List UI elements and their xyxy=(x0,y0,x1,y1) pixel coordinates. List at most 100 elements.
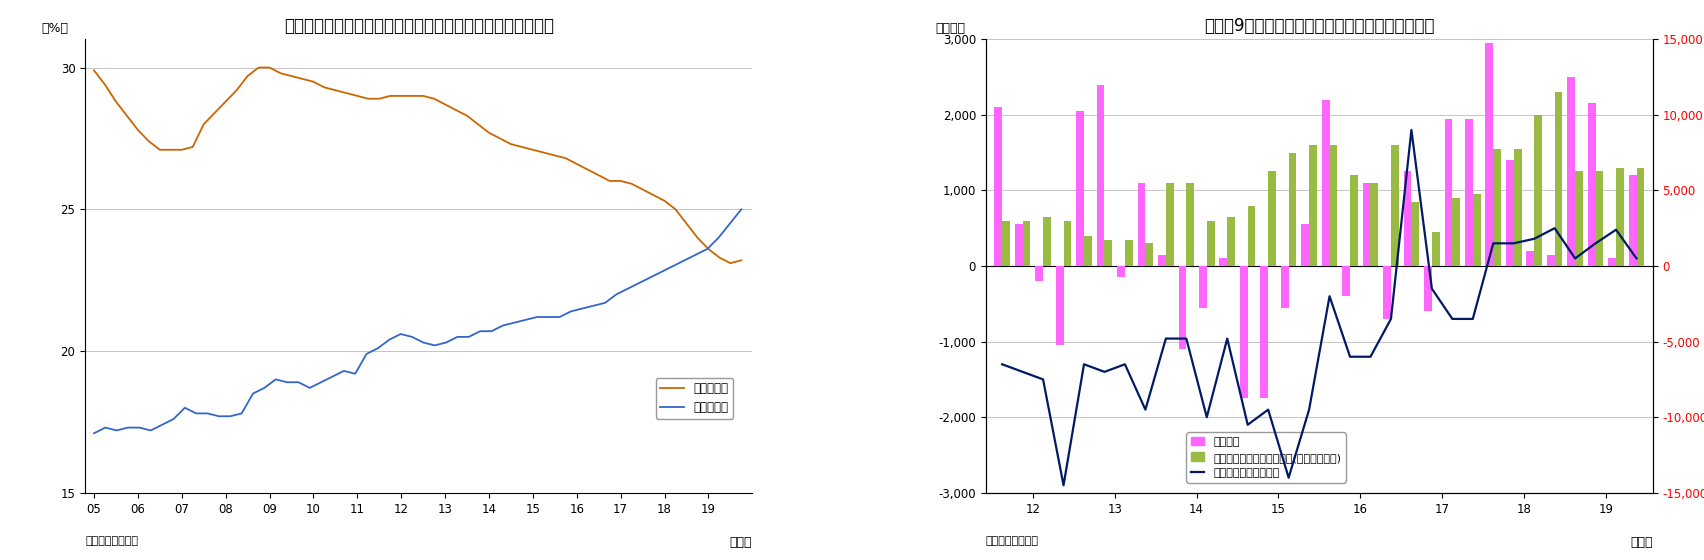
定期性預金 xyxy=(314,84,334,91)
Bar xyxy=(995,107,1002,266)
Text: （%）: （%） xyxy=(43,22,68,35)
Title: （図表9）外貨預金・確定拠出年金・国債のフロー: （図表9）外貨預金・確定拠出年金・国債のフロー xyxy=(1205,17,1435,35)
流動性預金 xyxy=(515,316,535,323)
定期性預金 xyxy=(303,78,324,85)
国債・財投債（右軸） xyxy=(1605,226,1626,233)
Line: 流動性預金: 流動性預金 xyxy=(94,209,741,433)
Bar xyxy=(1615,167,1624,266)
Bar xyxy=(1322,100,1329,266)
Bar xyxy=(1609,258,1615,266)
Bar xyxy=(1138,183,1145,266)
Bar xyxy=(1056,266,1063,346)
Bar xyxy=(1425,266,1431,311)
国債・財投債（右軸） xyxy=(1339,353,1360,360)
Bar xyxy=(1036,266,1043,281)
国債・財投債（右軸） xyxy=(1564,255,1585,262)
Bar xyxy=(1220,258,1227,266)
Bar xyxy=(1506,160,1513,266)
定期性預金 xyxy=(249,64,269,71)
Bar xyxy=(1261,266,1268,398)
Bar xyxy=(1350,175,1358,266)
Bar xyxy=(1411,202,1419,266)
国債・財投債（右軸） xyxy=(1544,225,1564,231)
Bar xyxy=(1404,171,1411,266)
定期性預金 xyxy=(259,64,279,71)
定期性預金 xyxy=(194,121,215,128)
Bar xyxy=(1547,255,1554,266)
流動性預金 xyxy=(709,234,729,241)
Line: 定期性預金: 定期性預金 xyxy=(94,68,741,263)
国債・財投債（右軸） xyxy=(1442,315,1462,322)
Bar xyxy=(1043,217,1051,266)
Bar xyxy=(1329,145,1338,266)
Bar xyxy=(1390,145,1399,266)
Bar xyxy=(1159,255,1166,266)
Bar xyxy=(1268,171,1276,266)
Bar xyxy=(1636,167,1644,266)
Text: （年）: （年） xyxy=(729,536,751,549)
Bar xyxy=(1343,266,1350,296)
Legend: 定期性預金, 流動性預金: 定期性預金, 流動性預金 xyxy=(656,377,733,419)
Bar xyxy=(1186,183,1195,266)
Bar xyxy=(1431,232,1440,266)
国債・財投債（右軸） xyxy=(1196,414,1217,421)
Bar xyxy=(1016,225,1022,266)
国債・財投債（右軸） xyxy=(1523,235,1544,242)
Bar xyxy=(1241,266,1247,398)
Bar xyxy=(1288,152,1297,266)
Bar xyxy=(1568,77,1574,266)
国債・財投債（右軸） xyxy=(1217,335,1237,342)
Bar xyxy=(1629,175,1636,266)
定期性預金 xyxy=(731,257,751,264)
Bar xyxy=(1247,206,1256,266)
Bar xyxy=(1445,119,1452,266)
Bar xyxy=(1574,171,1583,266)
Bar xyxy=(1104,240,1113,266)
Line: 国債・財投債（右軸）: 国債・財投債（右軸） xyxy=(1002,130,1636,485)
国債・財投債（右軸） xyxy=(992,361,1012,367)
流動性預金 xyxy=(232,410,252,417)
Bar xyxy=(1384,266,1390,319)
国債・財投債（右軸） xyxy=(1135,407,1155,413)
国債・財投債（右軸） xyxy=(1380,315,1401,322)
Bar xyxy=(1206,221,1215,266)
国債・財投債（右軸） xyxy=(1421,285,1442,292)
Bar xyxy=(1363,183,1370,266)
国債・財投債（右軸） xyxy=(1401,127,1421,133)
Bar xyxy=(1179,266,1186,349)
Bar xyxy=(1002,221,1010,266)
国債・財投債（右軸） xyxy=(1012,368,1033,375)
国債・財投債（右軸） xyxy=(1176,335,1196,342)
Text: （億円）: （億円） xyxy=(935,22,966,35)
流動性預金 xyxy=(731,206,751,213)
Bar xyxy=(1486,43,1493,266)
Bar xyxy=(1118,266,1125,277)
Title: （図表８）流動性・定期性預金の個人金融資産に占める割合: （図表８）流動性・定期性預金の個人金融資産に占める割合 xyxy=(285,17,554,35)
Bar xyxy=(1145,243,1154,266)
Bar xyxy=(1472,194,1481,266)
流動性預金 xyxy=(561,308,581,315)
Bar xyxy=(1465,119,1472,266)
国債・財投債（右軸） xyxy=(1626,255,1646,262)
国債・財投債（右軸） xyxy=(1585,240,1605,246)
Bar xyxy=(1513,149,1522,266)
流動性預金 xyxy=(242,390,262,397)
定期性預金 xyxy=(83,67,104,74)
Bar xyxy=(1595,171,1603,266)
国債・財投債（右軸） xyxy=(1033,376,1053,383)
Bar xyxy=(1302,225,1309,266)
Bar xyxy=(1452,198,1460,266)
Bar xyxy=(1493,149,1501,266)
定期性預金 xyxy=(501,141,521,147)
Bar xyxy=(1125,240,1133,266)
国債・財投債（右軸） xyxy=(1482,240,1503,246)
Bar xyxy=(1281,266,1288,307)
Text: （資料）日本銀行: （資料）日本銀行 xyxy=(85,536,138,546)
Bar xyxy=(1227,217,1235,266)
Legend: 外貨預金, 株式等・投資信託受益証券(確定拠出年金), 国債・財投債（右軸）: 外貨預金, 株式等・投資信託受益証券(確定拠出年金), 国債・財投債（右軸） xyxy=(1186,432,1346,483)
Bar xyxy=(1309,145,1317,266)
国債・財投債（右軸） xyxy=(1155,335,1176,342)
Bar xyxy=(1022,221,1031,266)
Bar xyxy=(1097,85,1104,266)
国債・財投債（右軸） xyxy=(1053,482,1074,488)
